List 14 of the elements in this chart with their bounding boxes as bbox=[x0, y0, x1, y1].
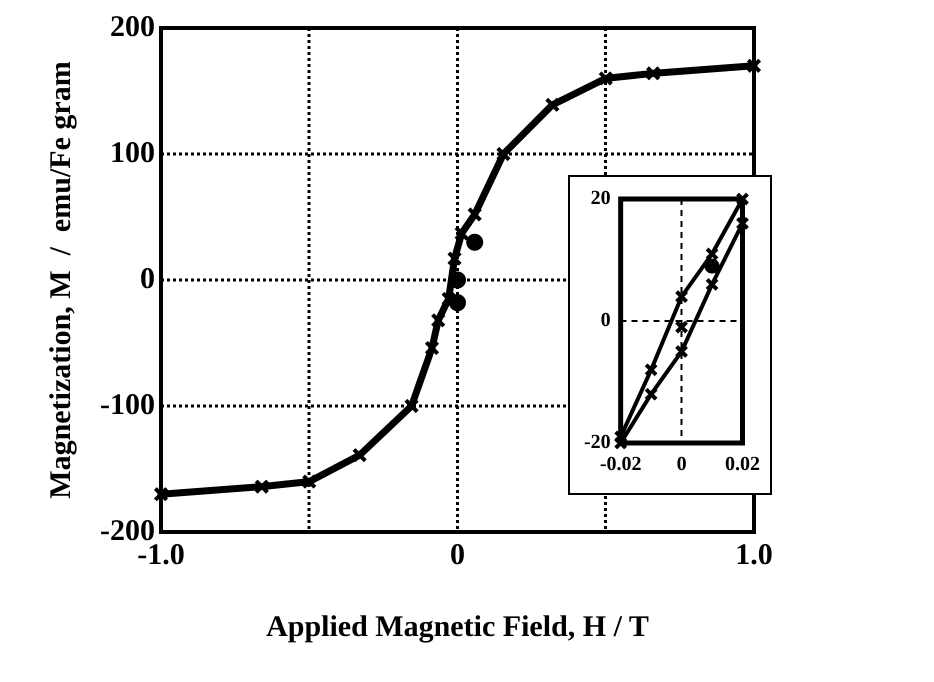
y-tick-label: 0 bbox=[140, 262, 155, 295]
y-tick-label: 200 bbox=[110, 10, 155, 43]
x-tick-label: 0 bbox=[450, 538, 465, 571]
y-tick-label: -100 bbox=[100, 388, 155, 421]
y-tick-label: 0 bbox=[600, 309, 611, 332]
y-tick-label: 100 bbox=[110, 136, 155, 169]
x-axis-title: Applied Magnetic Field, H / T bbox=[266, 610, 649, 643]
x-tick-label: 1.0 bbox=[735, 538, 773, 571]
x-tick-label: 0.02 bbox=[725, 453, 760, 476]
y-tick-label: -20 bbox=[584, 431, 611, 454]
x-tick-label: 0 bbox=[676, 453, 687, 476]
x-tick-label: -0.02 bbox=[600, 453, 642, 476]
y-tick-label: 20 bbox=[590, 187, 611, 210]
y-axis-title: Magnetization, M / emu/Fe gram bbox=[44, 61, 77, 499]
